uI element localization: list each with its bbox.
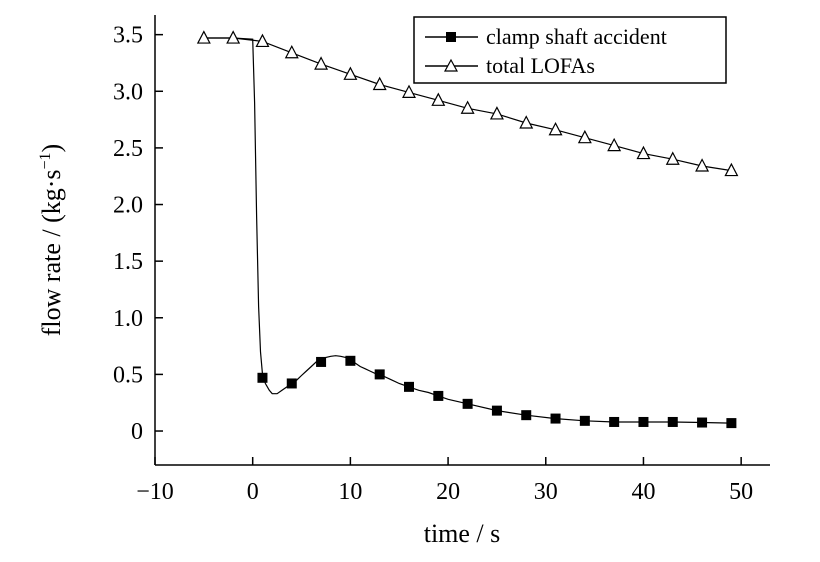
- legend-marker-filled-square: [446, 32, 456, 42]
- data-point-triangle: [577, 129, 592, 144]
- data-point-triangle: [548, 121, 563, 136]
- data-point-square: [433, 390, 444, 401]
- x-tick-label: 10: [338, 479, 362, 505]
- y-tick-label: 2.0: [113, 193, 143, 219]
- y-tick-label: 0.5: [113, 362, 143, 388]
- data-point-square: [345, 355, 356, 366]
- data-point-triangle: [255, 33, 270, 48]
- data-point-triangle: [460, 100, 475, 114]
- x-tick-label: 30: [534, 479, 558, 505]
- data-point-triangle: [489, 106, 504, 120]
- data-point-triangle: [343, 66, 358, 80]
- y-tick-label: 3.5: [113, 23, 143, 49]
- y-axis-title-sup: −1: [37, 152, 54, 169]
- x-tick-label: −10: [136, 479, 174, 505]
- data-point-square: [257, 372, 268, 383]
- data-point-triangle: [314, 56, 329, 70]
- y-tick-label: 1.5: [113, 249, 143, 275]
- data-point-triangle: [724, 162, 739, 177]
- data-point-triangle: [636, 145, 651, 160]
- data-point-triangle: [519, 115, 534, 129]
- y-tick-label: 0: [131, 419, 143, 445]
- legend-box: [413, 16, 727, 84]
- data-point-square: [316, 356, 327, 367]
- data-point-square: [491, 405, 502, 416]
- data-point-triangle: [607, 137, 622, 152]
- y-axis-title-main: flow rate / (kg·s: [37, 169, 66, 336]
- legend-label-clamp: clamp shaft accident: [486, 24, 667, 49]
- data-point-square: [697, 417, 708, 428]
- legend-label-lofas: total LOFAs: [486, 53, 595, 78]
- data-point-square: [550, 413, 561, 424]
- y-axis-title-close: ): [37, 144, 66, 153]
- x-tick-label: 0: [247, 479, 259, 505]
- x-tick-label: 40: [631, 479, 655, 505]
- data-point-triangle: [695, 158, 710, 172]
- x-tick-label: 20: [436, 479, 460, 505]
- data-point-square: [286, 378, 297, 389]
- data-point-triangle: [196, 30, 211, 44]
- data-point-square: [726, 418, 737, 429]
- data-point-triangle: [226, 30, 241, 44]
- y-axis-title: flow rate / (kg·s−1): [37, 144, 66, 336]
- legend-marker-open-triangle: [443, 58, 459, 72]
- data-point-square: [579, 415, 590, 426]
- data-point-square: [667, 416, 678, 427]
- y-tick-label: 3.0: [113, 79, 143, 105]
- data-point-square: [374, 369, 385, 380]
- data-point-triangle: [284, 44, 299, 59]
- y-ticks: 0 0.5 1.0 1.5 2.0 2.5 3.0 3.5: [113, 23, 163, 445]
- data-point-triangle: [431, 92, 446, 106]
- y-tick-label: 2.5: [113, 136, 143, 162]
- x-axis-title: time / s: [424, 519, 501, 548]
- data-point-triangle: [665, 151, 680, 165]
- legend: clamp shaft accident total LOFAs: [413, 16, 727, 84]
- x-ticks: −10 0 10 20 30 40 50: [136, 457, 753, 505]
- data-point-square: [609, 416, 620, 427]
- series-lines: [203, 37, 732, 424]
- data-point-square: [521, 410, 532, 421]
- series-line-0: [203, 37, 732, 424]
- data-point-square: [462, 398, 473, 409]
- data-point-triangle: [372, 76, 387, 91]
- y-tick-label: 1.0: [113, 306, 143, 332]
- series-markers: [196, 30, 739, 429]
- x-tick-label: 50: [729, 479, 753, 505]
- data-point-square: [404, 381, 414, 392]
- data-point-square: [638, 416, 649, 427]
- data-point-triangle: [402, 84, 416, 99]
